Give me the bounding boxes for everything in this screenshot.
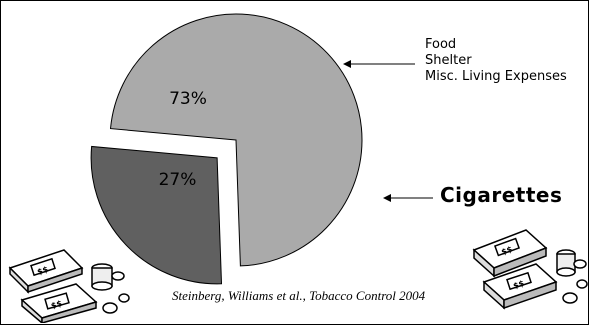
svg-text:$$: $$ xyxy=(36,265,50,277)
svg-text:$$: $$ xyxy=(500,244,514,256)
annotation-food: Food xyxy=(425,37,457,52)
money-stack-icon: $$ $$ xyxy=(472,229,588,310)
slice-label-main: 73% xyxy=(169,89,207,109)
annotation-misc: Misc. Living Expenses xyxy=(425,69,567,84)
money-stack-icon: $$ $$ xyxy=(8,249,130,323)
main-slice-annotation: Food Shelter Misc. Living Expenses xyxy=(425,37,567,85)
svg-text:$$: $$ xyxy=(50,299,64,311)
cigarettes-label: Cigarettes xyxy=(440,183,563,207)
annotation-shelter: Shelter xyxy=(425,53,472,68)
pie-slice-main xyxy=(109,13,363,267)
arrow-cigarettes-head xyxy=(383,194,391,202)
arrow-main-head xyxy=(343,60,351,68)
pie-slice-cigarettes xyxy=(90,145,223,285)
citation: Steinberg, Williams et al., Tobacco Cont… xyxy=(172,288,426,303)
svg-text:$$: $$ xyxy=(512,279,526,291)
slice-label-cigarettes: 27% xyxy=(159,170,197,190)
